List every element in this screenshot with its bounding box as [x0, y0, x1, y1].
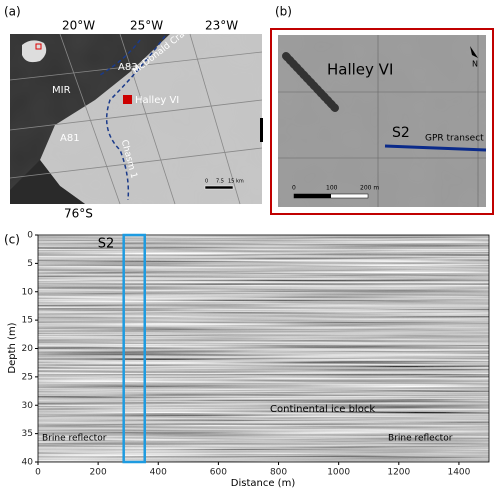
lon-label: 20°W [62, 19, 95, 33]
annotation: Continental ice block [270, 404, 375, 415]
x-tick-label: 1200 [387, 468, 410, 478]
frame-tick [260, 118, 263, 142]
antarctica-inset [22, 40, 47, 63]
x-tick-label: 1000 [327, 468, 350, 478]
y-tick-label: 5 [27, 259, 33, 269]
scale-bar [204, 185, 234, 190]
x-tick-label: 200 [90, 468, 107, 478]
lat-label: 76°S [64, 207, 93, 221]
y-axis-label: Depth (m) [7, 322, 18, 373]
station-modules [282, 52, 339, 112]
crack-line [105, 35, 166, 201]
x-tick-label: 600 [210, 468, 227, 478]
y-tick-label: 15 [22, 316, 33, 326]
x-tick-label: 1400 [447, 468, 470, 478]
x-tick-label: 400 [150, 468, 167, 478]
place-label: A83 [118, 62, 138, 73]
map-b [270, 28, 494, 215]
y-tick-label: 20 [22, 344, 34, 354]
scale-label: 100 [326, 185, 338, 192]
annotation: Brine reflector [42, 434, 107, 444]
texture [278, 35, 486, 207]
lon-label: 25°W [130, 19, 163, 33]
y-tick-label: 25 [22, 372, 33, 382]
y-tick-label: 40 [22, 458, 34, 468]
site-label: S2 [98, 237, 115, 252]
x-tick-label: 800 [270, 468, 287, 478]
place-label: A81 [60, 133, 80, 144]
scale-label: 15 km [228, 179, 244, 185]
y-tick-label: 30 [22, 401, 34, 411]
place-label: MIR [52, 85, 71, 96]
graticule [9, 33, 263, 205]
coast [10, 160, 85, 204]
site-label: S2 [392, 125, 410, 141]
north-arrow [470, 46, 478, 58]
lon-label: 23°W [205, 19, 238, 33]
scale-bar [294, 194, 331, 198]
scale-label: 0 [292, 185, 296, 192]
station-label: Halley VI [327, 61, 393, 79]
x-tick-label: 0 [35, 468, 41, 478]
annotation: Brine reflector [388, 434, 453, 444]
y-tick-label: 35 [22, 429, 33, 439]
scale-label: 200 m [360, 185, 379, 192]
grid [278, 35, 486, 207]
x-axis-label: Distance (m) [231, 478, 296, 489]
map-a [9, 33, 263, 205]
radargram [38, 235, 489, 462]
panel-label: (c) [4, 233, 20, 247]
station-marker [123, 95, 132, 104]
scale-label: 0 [205, 179, 208, 185]
y-tick-label: 10 [22, 287, 34, 297]
north-label: N [472, 60, 478, 69]
panel-frame [270, 28, 494, 215]
gpr-transect [384, 144, 487, 152]
transect-label: GPR transect [425, 134, 484, 144]
panel-label: (a) [4, 5, 21, 19]
inset-marker [35, 43, 42, 50]
y-tick-label: 0 [27, 231, 33, 241]
scale-label: 7.5 [216, 179, 224, 185]
panel-label: (b) [275, 5, 292, 19]
place-label: Halley VI [135, 95, 179, 106]
site-box [122, 233, 146, 464]
